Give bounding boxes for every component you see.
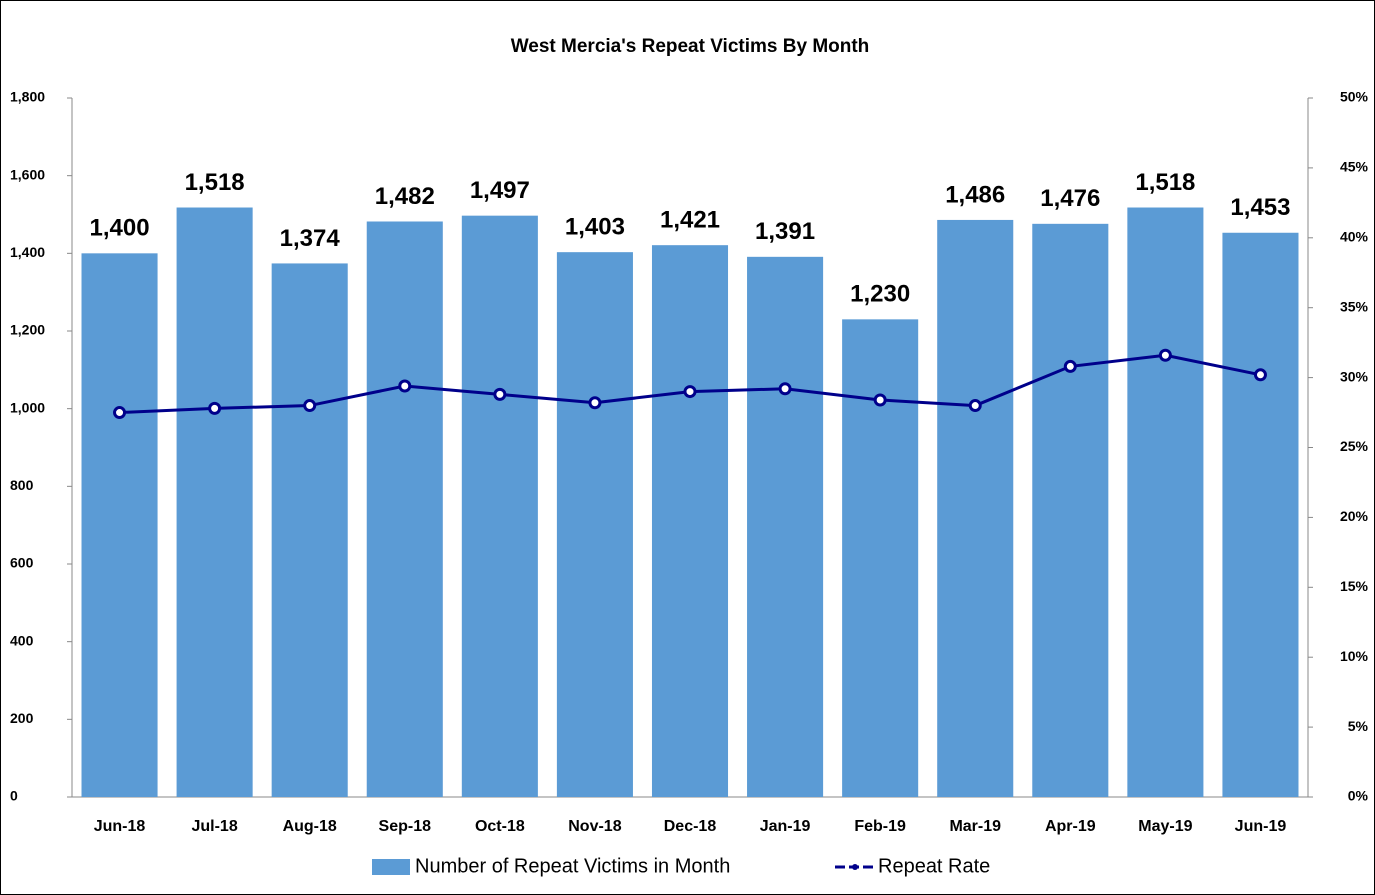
x-tick-label: Apr-19 (1045, 818, 1096, 835)
line-point (208, 401, 222, 415)
x-tick-label: Oct-18 (475, 818, 525, 835)
bar (81, 253, 158, 798)
x-tick-label: Jun-18 (94, 818, 146, 835)
line-point (968, 399, 982, 413)
y-tick-label: 1,200 (10, 322, 45, 338)
legend-swatch (372, 859, 410, 875)
bar-value-label: 1,497 (470, 177, 530, 204)
bar-value-label: 1,403 (565, 214, 625, 241)
bar-value-label: 1,230 (850, 281, 910, 308)
y2-tick-label: 15% (1340, 578, 1369, 594)
legend-label: Number of Repeat Victims in Month (415, 855, 730, 877)
y2-tick-label: 35% (1340, 298, 1369, 314)
x-tick-label: Aug-18 (283, 818, 337, 835)
line-point (588, 396, 602, 410)
line-point (398, 379, 412, 393)
y2-tick-label: 30% (1340, 368, 1369, 384)
line-point (873, 393, 887, 407)
bar-value-label: 1,400 (90, 215, 150, 242)
bar (461, 215, 538, 798)
x-tick-label: May-19 (1138, 818, 1192, 835)
bar (1032, 223, 1109, 797)
x-tick-label: Mar-19 (949, 818, 1001, 835)
y2-tick-label: 0% (1348, 788, 1369, 804)
x-tick-label: Feb-19 (854, 818, 906, 835)
y-tick-label: 800 (10, 477, 34, 493)
bar-value-label: 1,518 (185, 169, 245, 196)
bar (556, 252, 633, 797)
chart-title: West Mercia's Repeat Victims By Month (511, 36, 870, 57)
y-tick-label: 600 (10, 555, 34, 571)
y-tick-label: 0 (10, 788, 18, 804)
x-tick-label: Jan-19 (760, 818, 811, 835)
bar-value-label: 1,374 (280, 225, 341, 252)
y2-tick-label: 40% (1340, 229, 1369, 245)
line-point (778, 382, 792, 396)
y2-tick-label: 5% (1348, 718, 1369, 734)
bar (842, 319, 919, 797)
line-point (1158, 348, 1172, 362)
x-tick-label: Jul-18 (191, 818, 237, 835)
x-tick-label: Jun-19 (1235, 818, 1287, 835)
bar (271, 263, 348, 797)
line-point (113, 406, 127, 420)
bar (1127, 207, 1204, 797)
bar (937, 219, 1014, 798)
bar (366, 221, 443, 798)
bar-value-label: 1,518 (1135, 169, 1195, 196)
y-tick-label: 1,800 (10, 89, 45, 105)
y2-tick-label: 25% (1340, 438, 1369, 454)
bar (176, 207, 253, 797)
x-tick-label: Dec-18 (664, 818, 717, 835)
line-point (303, 399, 317, 413)
bar (747, 256, 824, 797)
line-point (1253, 368, 1267, 382)
y-tick-label: 200 (10, 710, 34, 726)
y2-tick-label: 20% (1340, 508, 1369, 524)
line-point (683, 385, 697, 399)
y-tick-label: 1,400 (10, 244, 45, 260)
y2-tick-label: 10% (1340, 648, 1369, 664)
x-tick-label: Sep-18 (379, 818, 432, 835)
bar (1222, 232, 1299, 798)
y-tick-label: 1,000 (10, 399, 45, 415)
y2-tick-label: 45% (1340, 159, 1369, 175)
x-tick-label: Nov-18 (568, 818, 621, 835)
y-tick-label: 1,600 (10, 166, 45, 182)
line-point (493, 387, 507, 401)
line-point (1063, 359, 1077, 373)
bar-value-label: 1,453 (1230, 194, 1290, 221)
legend-label: Repeat Rate (878, 855, 990, 877)
bar-value-label: 1,476 (1040, 185, 1100, 212)
bar-value-label: 1,482 (375, 183, 435, 210)
y-tick-label: 400 (10, 632, 34, 648)
bar-value-label: 1,486 (945, 181, 1005, 208)
bar-value-label: 1,421 (660, 207, 720, 234)
bar (651, 245, 729, 797)
legend-marker (852, 864, 858, 870)
bar-value-label: 1,391 (755, 218, 815, 245)
y2-tick-label: 50% (1340, 89, 1369, 105)
